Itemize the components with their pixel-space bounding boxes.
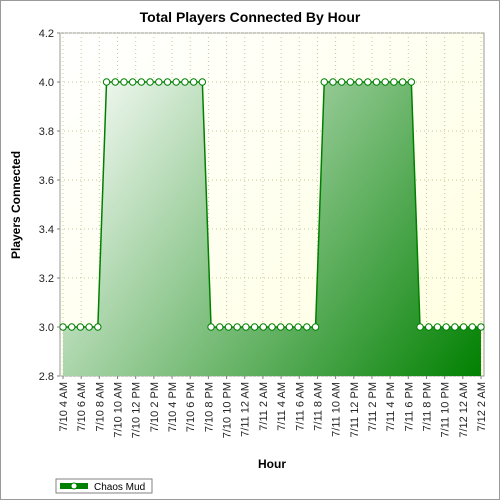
data-point — [407, 78, 416, 86]
x-tick-label: 7/12 2 AM — [476, 382, 488, 432]
x-axis-ticks: 7/10 4 AM 7/10 6 AM 7/10 8 AM 7/10 10 AM 7/1… — [58, 376, 488, 438]
x-tick-label: 7/12 12 AM — [458, 382, 470, 438]
data-point — [372, 78, 381, 86]
x-tick-label: 7/11 8 AM — [312, 382, 324, 431]
x-tick-label: 7/11 10 PM — [440, 382, 452, 437]
data-point — [155, 78, 163, 86]
data-point — [425, 323, 433, 331]
data-point — [451, 323, 459, 331]
data-point — [146, 78, 154, 86]
x-tick-label: 7/11 4 PM — [385, 382, 397, 431]
x-tick-label: 7/10 8 PM — [203, 382, 215, 432]
x-tick-label: 7/10 12 PM — [131, 382, 143, 438]
data-point — [94, 323, 102, 331]
x-tick-label: 7/11 4 AM — [276, 382, 288, 431]
data-point — [250, 323, 259, 331]
data-point — [442, 323, 450, 331]
data-point — [390, 78, 398, 86]
y-axis-label: Players Connected — [9, 151, 23, 259]
data-point — [320, 78, 328, 86]
series-area-fill — [63, 82, 481, 376]
data-point — [468, 323, 476, 331]
data-point — [285, 323, 294, 331]
data-point — [398, 78, 407, 86]
data-point — [137, 78, 146, 86]
x-tick-label: 7/11 12 PM — [349, 382, 361, 437]
data-point — [181, 78, 189, 86]
legend-marker — [70, 482, 78, 490]
y-tick-label: 3.4 — [39, 224, 54, 236]
x-tick-label: 7/11 8 PM — [421, 382, 433, 431]
data-point — [224, 323, 233, 331]
data-point — [76, 323, 85, 331]
data-point — [416, 323, 424, 331]
data-point — [277, 323, 285, 331]
y-tick-label: 3.8 — [39, 126, 54, 138]
data-point — [102, 78, 111, 86]
x-tick-label: 7/11 6 AM — [294, 382, 306, 431]
y-tick-label: 4.2 — [39, 28, 54, 40]
data-point — [128, 78, 137, 86]
data-point — [120, 78, 128, 86]
data-point — [111, 78, 119, 86]
y-axis-ticks: 2.8 3.0 3.2 3.4 3.6 3.8 4.0 4.2 — [39, 28, 60, 383]
x-tick-label: 7/10 4 PM — [167, 382, 179, 432]
x-tick-label: 7/10 4 AM — [58, 382, 70, 432]
data-point — [189, 78, 198, 86]
data-point — [477, 323, 485, 331]
data-point — [216, 323, 224, 331]
x-tick-label: 7/11 10 AM — [331, 382, 343, 437]
x-tick-label: 7/10 2 PM — [149, 382, 161, 432]
data-point — [433, 323, 442, 331]
data-point — [329, 78, 337, 86]
data-point — [337, 78, 346, 86]
data-point — [346, 78, 355, 86]
x-tick-label: 7/11 2 PM — [367, 382, 379, 431]
data-point — [364, 78, 372, 86]
y-tick-label: 2.8 — [39, 371, 54, 383]
data-point — [355, 78, 363, 86]
y-tick-label: 3.6 — [39, 175, 54, 187]
legend: Chaos Mud — [55, 478, 153, 494]
legend-label: Chaos Mud — [94, 482, 145, 493]
x-tick-label: 7/11 6 PM — [403, 382, 415, 431]
x-tick-label: 7/11 12 AM — [240, 382, 252, 437]
data-point — [207, 323, 215, 331]
data-point — [85, 323, 93, 331]
data-point — [59, 323, 67, 331]
y-tick-label: 3.2 — [39, 273, 54, 285]
x-tick-label: 7/10 6 PM — [185, 382, 197, 432]
x-tick-label: 7/11 2 AM — [258, 382, 270, 431]
data-point — [198, 78, 207, 86]
x-tick-label: 7/10 10 AM — [113, 382, 125, 438]
data-point — [163, 78, 172, 86]
data-point — [172, 78, 180, 86]
data-point — [242, 323, 250, 331]
chart-title: Total Players Connected By Hour — [140, 9, 361, 25]
x-tick-label: 7/10 10 PM — [222, 382, 234, 438]
data-point — [381, 78, 389, 86]
y-tick-label: 3.0 — [39, 322, 54, 334]
data-point — [233, 323, 241, 331]
x-tick-label: 7/10 6 AM — [76, 382, 88, 432]
data-point — [459, 323, 468, 331]
data-point — [303, 323, 311, 331]
x-tick-label: 7/10 8 AM — [94, 382, 106, 432]
data-point — [294, 323, 302, 331]
data-point — [259, 323, 267, 331]
series-markers — [59, 78, 485, 331]
y-tick-label: 4.0 — [39, 77, 54, 89]
data-point — [68, 323, 76, 331]
data-point — [268, 323, 276, 331]
legend-box — [55, 478, 153, 494]
data-point — [311, 323, 320, 331]
x-axis-label: Hour — [258, 457, 286, 471]
